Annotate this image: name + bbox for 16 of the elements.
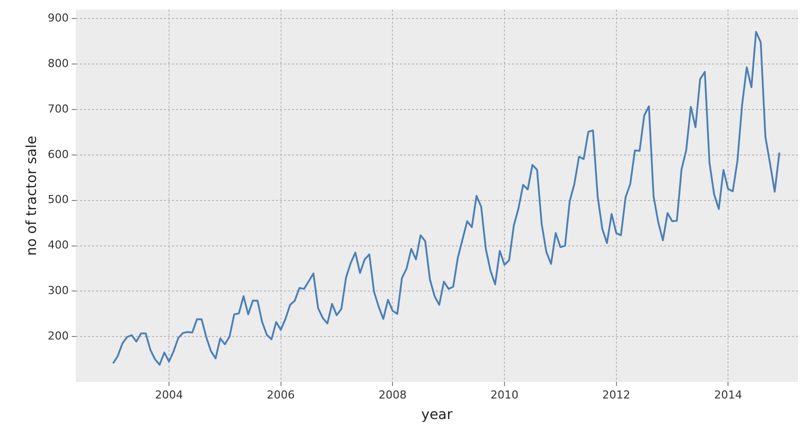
x-tick-label: 2010 [490,388,518,402]
y-tick-label: 600 [48,148,69,161]
y-tick-label: 300 [48,284,69,298]
y-tick-label: 200 [48,329,69,342]
x-tick-label: 2004 [154,388,183,402]
x-axis-title: year [421,407,453,424]
y-tick-label: 900 [48,12,69,25]
y-tick-label: 800 [48,56,69,70]
x-tick-label: 2014 [714,388,742,402]
x-tick-label: 2008 [378,388,407,402]
x-tick-label: 2006 [266,388,295,402]
y-tick-label: 700 [48,102,69,116]
y-tick-label: 400 [48,238,69,252]
y-tick-label: 500 [48,193,69,206]
y-axis-title: no of tractor sale [24,136,40,256]
x-tick-label: 2012 [602,388,630,402]
